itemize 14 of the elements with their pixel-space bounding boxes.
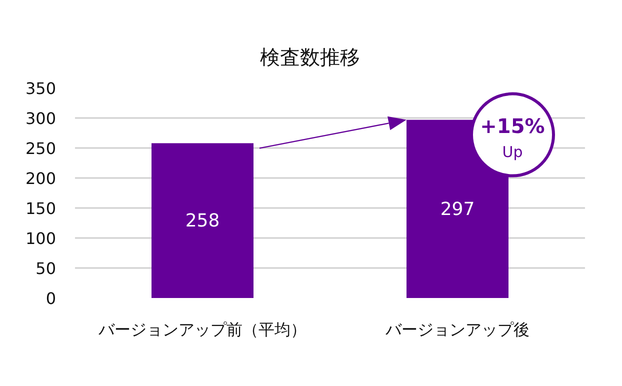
y-tick-label: 100 (25, 229, 56, 248)
y-tick-label: 250 (25, 139, 56, 158)
data-label: 258 (185, 210, 220, 232)
y-tick-label: 150 (25, 199, 56, 218)
x-tick-label: バージョンアップ前（平均） (98, 320, 306, 339)
y-tick-label: 300 (25, 109, 56, 128)
annotation: +15% Up (480, 114, 545, 161)
chart-title: 検査数推移 (260, 45, 360, 69)
y-tick-label: 200 (25, 169, 56, 188)
data-label: 297 (440, 198, 475, 220)
x-tick-label: バージョンアップ後 (384, 320, 530, 339)
y-tick-label: 350 (25, 79, 56, 98)
y-tick-label: 50 (36, 259, 56, 278)
y-tick-label: 0 (46, 289, 56, 308)
